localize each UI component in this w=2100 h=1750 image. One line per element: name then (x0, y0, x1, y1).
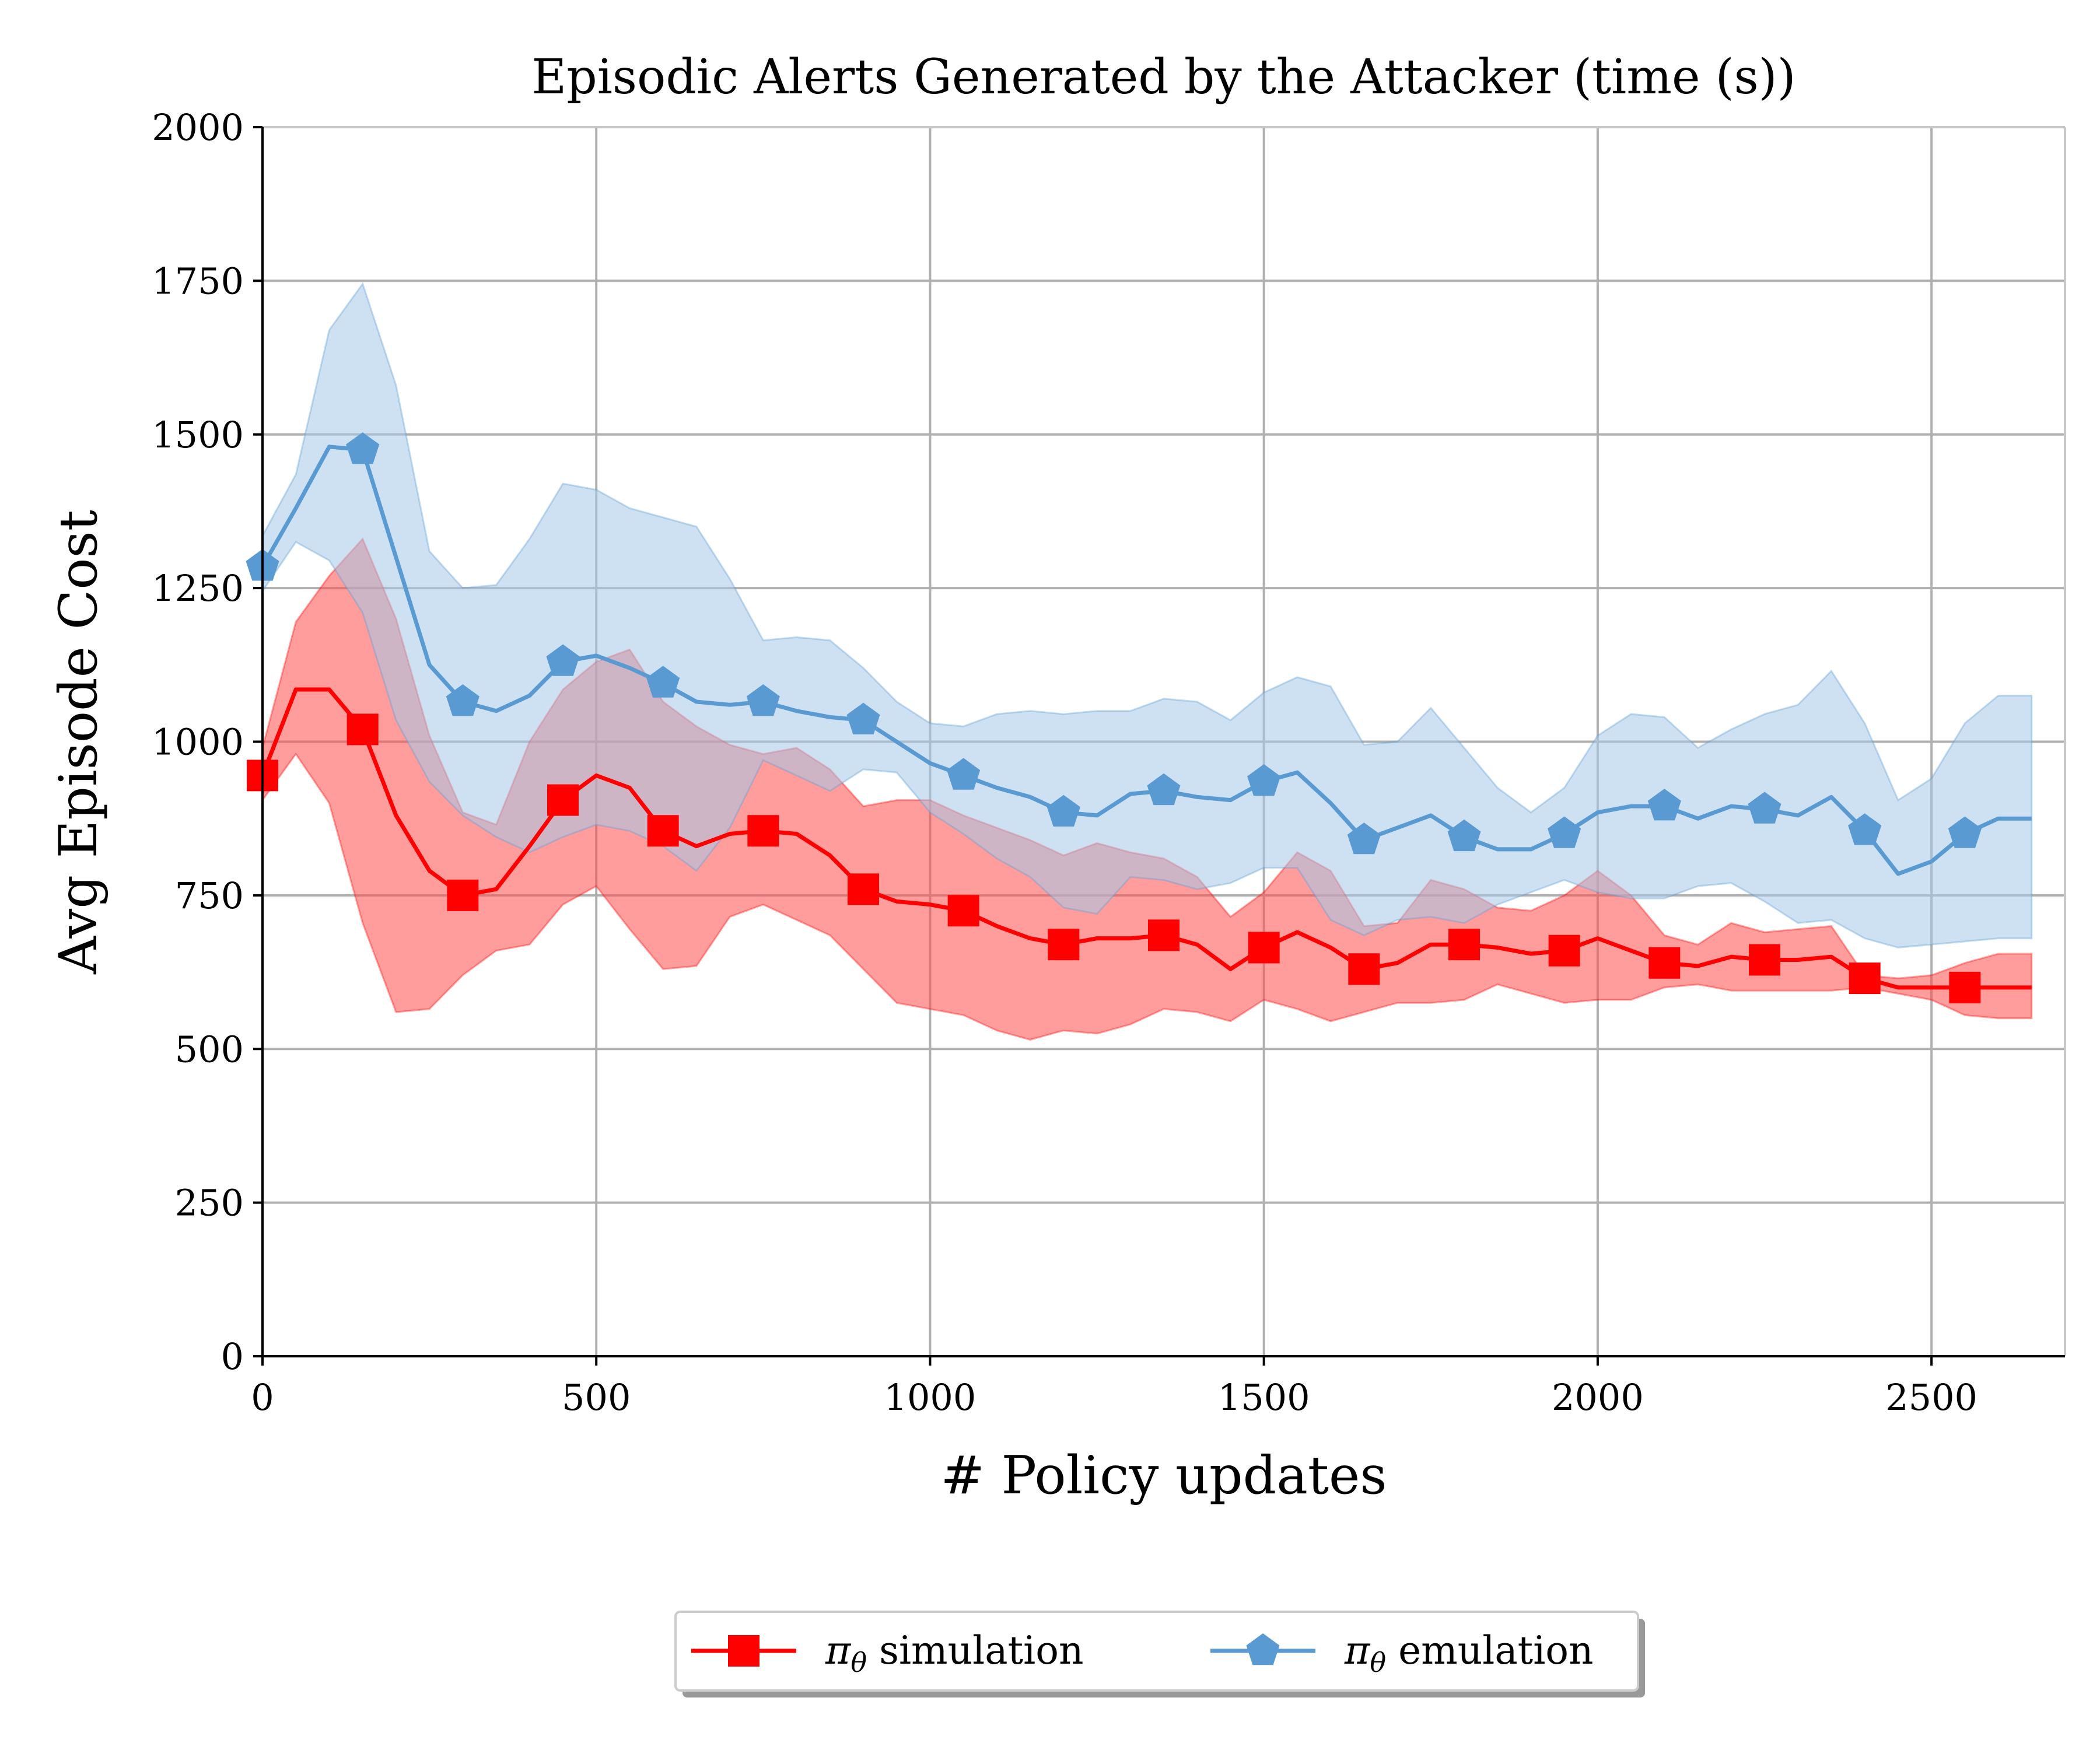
confidence-bands (261, 282, 2033, 1041)
emulation-marker (947, 758, 981, 790)
legend-emulation-marker (1246, 1633, 1280, 1665)
simulation-marker (547, 784, 579, 816)
x-tick-label: 2000 (1552, 1376, 1644, 1419)
emulation-marker (346, 432, 380, 464)
legend-simulation-marker (728, 1635, 760, 1667)
emulation-marker (1447, 819, 1481, 852)
y-tick-label: 1250 (152, 567, 244, 610)
simulation-marker (647, 815, 679, 847)
emulation-confidence-band (261, 282, 2033, 949)
y-tick-label: 2000 (152, 106, 244, 149)
y-tick-label: 250 (175, 1182, 244, 1224)
simulation-marker (1448, 929, 1480, 961)
legend-box (674, 1611, 1639, 1692)
y-axis-label: Avg Episode Cost (48, 510, 109, 975)
simulation-marker (447, 879, 479, 911)
emulation-marker (1247, 764, 1281, 796)
chart-title: Episodic Alerts Generated by the Attacke… (531, 50, 1796, 105)
emulation-marker (446, 684, 480, 716)
x-axis-label: # Policy updates (941, 1445, 1387, 1506)
simulation-marker (1348, 953, 1380, 985)
simulation-marker (1248, 932, 1280, 964)
emulation-marker (1748, 792, 1782, 824)
y-tick-label: 500 (175, 1028, 244, 1070)
simulation-marker (346, 713, 379, 746)
simulation-marker (1148, 919, 1180, 951)
x-tick-label: 1500 (1218, 1376, 1310, 1419)
emulation-marker (1548, 816, 1581, 848)
simulation-marker (1548, 935, 1580, 967)
emulation-marker (1347, 822, 1381, 855)
emulation-marker (1647, 789, 1681, 821)
simulation-marker (1749, 944, 1780, 976)
emulation-marker (1948, 816, 1982, 848)
x-tick-label: 2500 (1885, 1376, 1978, 1419)
y-tick-label: 750 (175, 874, 244, 917)
emulation-marker (1147, 773, 1181, 806)
simulation-marker (747, 815, 779, 847)
emulation-marker (1046, 794, 1080, 827)
legend: πθ simulation πθ emulation (674, 1611, 1645, 1698)
emulation-marker (646, 666, 680, 698)
simulation-confidence-band (261, 537, 2033, 1041)
simulation-marker (947, 895, 979, 927)
legend-emulation-label: πθ emulation (1344, 1628, 1594, 1678)
simulation-marker (1849, 963, 1881, 995)
simulation-marker (1949, 971, 1981, 1003)
y-tick-label: 1500 (152, 414, 244, 456)
legend-items: πθ simulation πθ emulation (691, 1628, 1594, 1678)
x-tick-label: 500 (562, 1376, 631, 1419)
simulation-marker (1048, 929, 1080, 961)
emulation-marker (1848, 813, 1882, 845)
emulation-marker (546, 644, 580, 676)
simulation-marker (1648, 947, 1681, 979)
axis-ticks: 0 500 1000 1500 2000 2500 0 250 500 750 1000 1250 15… (152, 106, 1978, 1419)
y-tick-label: 0 (221, 1335, 244, 1378)
y-tick-label: 1750 (152, 260, 244, 302)
simulation-marker (848, 873, 879, 905)
x-tick-label: 0 (251, 1376, 274, 1419)
legend-simulation-label: πθ simulation (825, 1628, 1083, 1678)
emulation-marker (846, 702, 880, 734)
x-tick-label: 1000 (884, 1376, 977, 1419)
emulation-marker (746, 684, 780, 716)
y-tick-label: 1000 (152, 721, 244, 764)
